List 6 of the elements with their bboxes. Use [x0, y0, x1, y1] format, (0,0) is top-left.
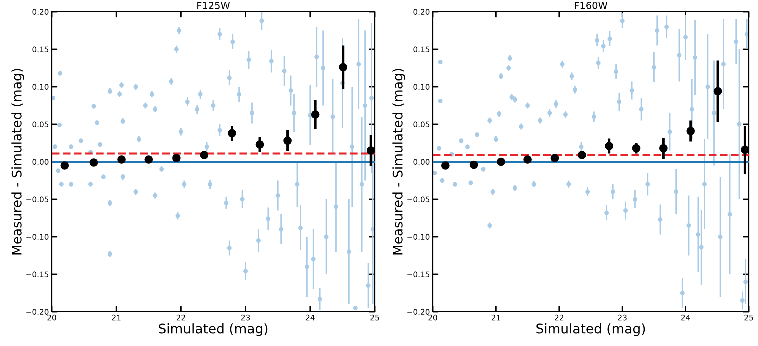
y-axis-title: Measured - Simulated (mag) [12, 69, 24, 255]
chart-title: F125W [198, 2, 230, 10]
y-axis-title: Measured - Simulated (mag) [392, 69, 406, 255]
x-axis-title: Simulated (mag) [159, 324, 268, 336]
x-axis-title: Simulated (mag) [536, 324, 646, 336]
chart-title: F160W [575, 2, 608, 10]
